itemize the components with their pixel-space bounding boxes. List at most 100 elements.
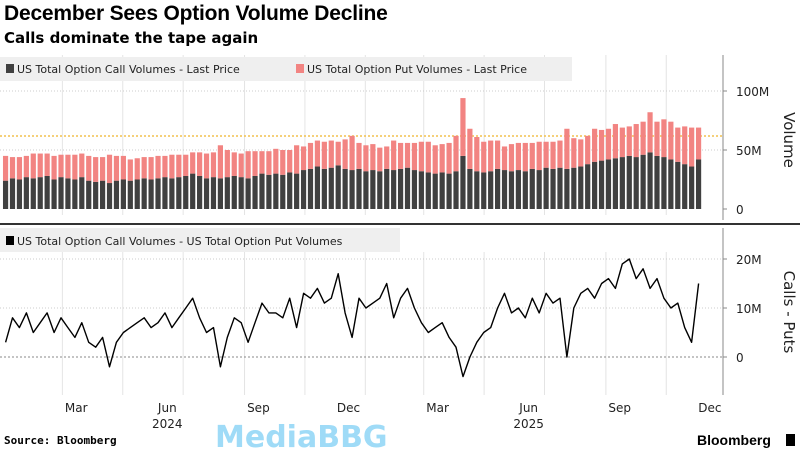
bar-calls bbox=[425, 172, 431, 209]
bar-puts bbox=[418, 141, 424, 172]
bar-calls bbox=[536, 170, 542, 209]
bar-calls bbox=[640, 154, 646, 209]
bottom-y-tick-label: 20M bbox=[736, 253, 762, 267]
bar-calls bbox=[155, 178, 161, 209]
legend-swatch-diff bbox=[6, 236, 14, 245]
bar-puts bbox=[287, 150, 293, 173]
bar-puts bbox=[571, 138, 577, 168]
bar-calls bbox=[501, 170, 508, 209]
bar-puts bbox=[598, 129, 605, 161]
bar-calls bbox=[695, 159, 702, 209]
bar-calls bbox=[612, 158, 619, 209]
bottom-y-tick-label: 10M bbox=[736, 302, 762, 316]
bar-calls bbox=[515, 170, 521, 209]
bar-calls bbox=[571, 167, 577, 209]
bar-puts bbox=[695, 127, 702, 160]
x-tick-label: Dec bbox=[698, 401, 721, 415]
bar-calls bbox=[605, 159, 612, 209]
bar-puts bbox=[640, 121, 646, 155]
bar-calls bbox=[197, 175, 203, 209]
bar-puts bbox=[592, 128, 598, 162]
bar-calls bbox=[550, 168, 556, 209]
bar-calls bbox=[287, 172, 293, 209]
bar-puts bbox=[224, 150, 230, 178]
bar-puts bbox=[605, 128, 612, 160]
bar-puts bbox=[99, 157, 106, 181]
bar-calls bbox=[93, 181, 99, 209]
bar-puts bbox=[86, 155, 92, 181]
bar-puts bbox=[668, 121, 674, 160]
bar-calls bbox=[342, 168, 348, 209]
bar-puts bbox=[58, 154, 64, 178]
bar-calls bbox=[522, 171, 528, 209]
bar-calls bbox=[294, 173, 300, 209]
bar-calls bbox=[592, 161, 598, 209]
bar-calls bbox=[328, 167, 334, 209]
bar-calls bbox=[349, 170, 355, 209]
bar-puts bbox=[252, 151, 258, 176]
x-tick-label: Sep bbox=[247, 401, 270, 415]
bar-calls bbox=[259, 173, 265, 209]
x-tick-label: Jun bbox=[518, 401, 538, 415]
bar-calls bbox=[578, 166, 584, 209]
bar-calls bbox=[411, 170, 418, 209]
bar-calls bbox=[335, 165, 341, 209]
bar-calls bbox=[252, 175, 258, 209]
bar-puts bbox=[148, 157, 154, 180]
bar-puts bbox=[384, 146, 390, 169]
bar-puts bbox=[689, 127, 695, 167]
bar-calls bbox=[647, 152, 653, 209]
bar-calls bbox=[453, 171, 459, 209]
bar-puts bbox=[30, 153, 36, 179]
bloomberg-logo: Bloomberg bbox=[697, 432, 771, 448]
legend-swatch-calls bbox=[6, 64, 14, 73]
bar-puts bbox=[543, 141, 549, 168]
bar-puts bbox=[564, 128, 570, 169]
legend-label-puts: US Total Option Put Volumes - Last Price bbox=[307, 63, 527, 76]
bar-puts bbox=[9, 157, 16, 179]
x-tick-label: Jun bbox=[157, 401, 177, 415]
bar-calls bbox=[314, 166, 321, 209]
bar-calls bbox=[203, 178, 210, 209]
bar-calls bbox=[169, 178, 175, 209]
bar-calls bbox=[682, 164, 688, 209]
bar-calls bbox=[668, 159, 674, 209]
bar-puts bbox=[266, 151, 272, 175]
bar-calls bbox=[245, 178, 251, 209]
watermark: MediaBBG bbox=[215, 420, 388, 450]
bar-puts bbox=[647, 112, 653, 153]
bar-puts bbox=[481, 141, 487, 173]
bar-calls bbox=[397, 168, 404, 209]
bar-calls bbox=[58, 177, 64, 209]
bar-puts bbox=[37, 153, 43, 178]
bar-puts bbox=[321, 141, 327, 169]
bar-puts bbox=[23, 155, 29, 178]
x-tick-label: Mar bbox=[426, 401, 449, 415]
bar-calls bbox=[44, 175, 50, 209]
top-y-tick-label: 100M bbox=[736, 85, 769, 99]
bar-calls bbox=[661, 157, 667, 209]
bar-calls bbox=[238, 177, 244, 209]
bar-puts bbox=[231, 152, 237, 176]
bar-puts bbox=[370, 144, 376, 171]
chart-subtitle: Calls dominate the tape again bbox=[4, 29, 259, 47]
bar-puts bbox=[16, 157, 23, 180]
bar-calls bbox=[557, 167, 563, 209]
bar-puts bbox=[342, 139, 348, 169]
bar-calls bbox=[51, 179, 57, 209]
bar-calls bbox=[141, 178, 147, 209]
x-tick-label: Sep bbox=[608, 401, 631, 415]
bar-calls bbox=[467, 168, 473, 209]
bar-puts bbox=[397, 142, 404, 169]
bar-calls bbox=[120, 179, 126, 209]
bar-calls bbox=[210, 177, 217, 209]
bar-puts bbox=[411, 142, 418, 171]
bar-puts bbox=[619, 127, 625, 158]
bar-calls bbox=[404, 167, 411, 209]
bar-calls bbox=[626, 155, 632, 209]
bar-calls bbox=[619, 157, 625, 209]
bar-calls bbox=[16, 179, 23, 209]
bar-calls bbox=[307, 168, 314, 209]
top-y-tick-label: 0 bbox=[736, 203, 744, 217]
bar-calls bbox=[217, 178, 223, 209]
